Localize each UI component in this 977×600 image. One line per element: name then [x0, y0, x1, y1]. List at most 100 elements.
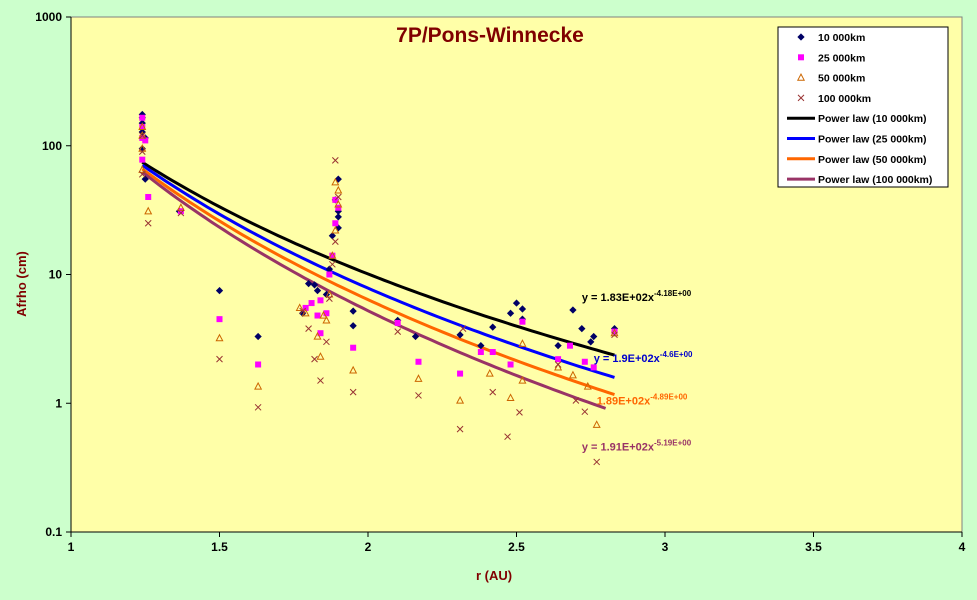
data-point: [144, 219, 152, 227]
data-point: [311, 355, 318, 363]
data-point: [255, 361, 262, 368]
data-points: [138, 110, 619, 466]
legend-label: 25 000km: [818, 52, 865, 64]
data-point: [507, 361, 514, 368]
data-point: [254, 403, 262, 411]
data-point: [569, 306, 577, 314]
data-point: [332, 220, 339, 227]
data-point: [310, 281, 319, 289]
data-point: [590, 332, 598, 341]
trendline-1: [141, 160, 615, 357]
data-point: [457, 370, 464, 377]
data-point: [349, 322, 357, 330]
data-point: [587, 338, 595, 346]
data-point: [568, 370, 577, 379]
x-tick-label: 3: [662, 540, 669, 554]
data-point: [326, 271, 333, 278]
data-point: [456, 425, 464, 433]
legend-item: Power law (50 000km): [787, 154, 927, 166]
data-point: [216, 355, 223, 363]
legend-marker-swatch: [796, 73, 806, 81]
data-point: [141, 175, 149, 183]
data-point: [485, 369, 494, 377]
legend-marker-swatch: [798, 54, 804, 61]
data-point: [611, 331, 618, 339]
data-point: [323, 310, 330, 317]
data-point: [504, 433, 511, 441]
data-point: [456, 331, 464, 339]
y-tick-label: 10: [49, 268, 63, 282]
series-3: [138, 122, 619, 428]
data-point: [489, 388, 497, 396]
data-point: [334, 193, 342, 201]
x-tick-label: 2.5: [508, 540, 525, 554]
data-point: [349, 388, 357, 396]
x-ticks: 1 1.5 2 2.5 3 3.5 4: [68, 532, 966, 554]
data-point: [326, 295, 333, 302]
data-point: [331, 225, 340, 234]
legend-item: 100 000km: [797, 93, 871, 105]
data-point: [308, 300, 315, 307]
data-point: [138, 170, 146, 178]
data-point: [317, 330, 324, 337]
data-point: [554, 362, 563, 371]
trendline-2: [141, 163, 615, 379]
data-point: [325, 289, 334, 298]
legend-label: 10 000km: [818, 32, 865, 44]
legend-item: Power law (100 000km): [787, 174, 932, 186]
data-point: [518, 305, 527, 313]
data-point: [554, 361, 562, 368]
legend-item: Power law (10 000km): [787, 113, 927, 125]
data-point: [583, 381, 592, 390]
data-point: [317, 297, 324, 304]
x-tick-label: 2: [365, 540, 372, 554]
legend-box: [777, 26, 949, 188]
fit-equation-1: y = 1.83E+02x-4.18E+00: [582, 289, 692, 304]
data-point: [518, 376, 527, 384]
legend-label: Power law (25 000km): [818, 134, 927, 146]
data-point: [329, 260, 336, 268]
x-axis-title: r (AU): [476, 568, 512, 583]
data-point: [305, 325, 312, 332]
data-point: [459, 325, 467, 332]
legend-item: 10 000km: [797, 32, 865, 44]
data-point: [139, 156, 146, 163]
x-tick-label: 3.5: [805, 540, 822, 554]
fit-equation-2: y = 1.9E+02x-4.6E+00: [594, 350, 693, 365]
data-point: [254, 381, 263, 390]
legend-label: Power law (100 000km): [818, 174, 932, 186]
y-axis-title: Afrho (cm): [14, 251, 29, 317]
legend: 10 000km 25 000km 50 000km 100 000km Power l…: [777, 26, 949, 188]
data-point: [477, 349, 484, 356]
data-point: [176, 203, 185, 211]
data-point: [334, 199, 343, 208]
legend-label: 100 000km: [818, 93, 871, 105]
data-point: [319, 310, 328, 319]
data-point: [555, 356, 562, 363]
data-point: [138, 165, 147, 173]
data-point: [414, 374, 423, 382]
data-point: [313, 286, 322, 295]
data-point: [317, 377, 324, 384]
data-point: [334, 213, 342, 221]
data-point: [331, 177, 340, 186]
data-point: [139, 123, 146, 130]
data-point: [144, 206, 153, 215]
legend-marker-swatch: [797, 94, 805, 102]
fit-equations: y = 1.83E+02x-4.18E+00 y = 1.9E+02x-4.6E+…: [582, 289, 693, 453]
data-point: [302, 304, 309, 311]
legend-label: Power law (50 000km): [818, 154, 927, 166]
data-point: [138, 132, 146, 139]
data-point: [138, 122, 147, 131]
data-point: [411, 332, 420, 341]
data-point: [572, 397, 580, 404]
data-point: [316, 352, 325, 360]
data-point: [477, 342, 485, 350]
data-point: [506, 309, 515, 317]
fit-equation-4: y = 1.91E+02x-5.19E+00: [582, 438, 692, 453]
data-point: [581, 408, 589, 416]
legend-label: 50 000km: [818, 73, 865, 85]
legend-item: Power law (25 000km): [787, 134, 927, 146]
data-point: [394, 328, 402, 335]
